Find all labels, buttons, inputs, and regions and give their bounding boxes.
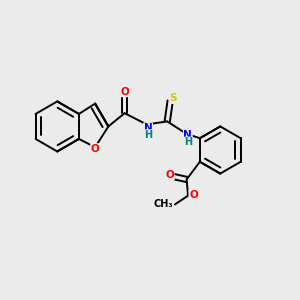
Text: O: O	[165, 170, 174, 180]
Text: O: O	[189, 190, 198, 200]
Text: S: S	[169, 94, 177, 103]
Text: N: N	[184, 130, 192, 140]
Text: H: H	[144, 130, 152, 140]
Text: O: O	[120, 87, 129, 97]
Text: N: N	[144, 123, 152, 133]
Text: H: H	[184, 137, 192, 147]
Text: O: O	[91, 144, 100, 154]
Text: CH₃: CH₃	[154, 200, 173, 209]
